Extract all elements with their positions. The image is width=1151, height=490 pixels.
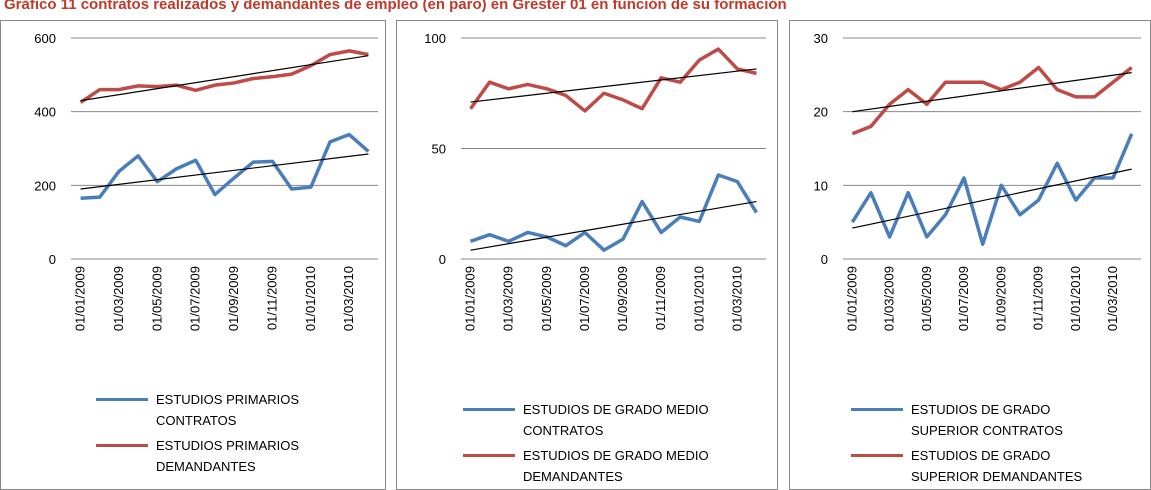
series-line [80, 132, 370, 200]
y-tick-label: 10 [814, 178, 828, 193]
legend-entry: ESTUDIOS PRIMARIOS CONTRATOS [96, 389, 326, 431]
legend-swatch [851, 454, 903, 457]
chart-panel: 0 50 100 01/01/2009 01/03/2009 01/05/2009 01/0… [396, 20, 778, 490]
page-title: Gráfico 11 contratos realizados y demand… [4, 0, 787, 13]
legend-label: ESTUDIOS PRIMARIOS DEMANDANTES [156, 438, 300, 474]
trend-line [470, 68, 757, 103]
x-tick-label: 01/01/2010 [303, 266, 318, 331]
x-tick-label: 01/09/2009 [615, 266, 630, 331]
x-tick-label: 01/07/2009 [577, 266, 592, 331]
legend-entry: ESTUDIOS PRIMARIOS DEMANDANTES [96, 435, 326, 477]
y-tick-label: 0 [439, 252, 446, 267]
trend-line [852, 72, 1132, 113]
x-tick-label: 01/11/2009 [653, 266, 668, 330]
series-line [79, 49, 369, 104]
legend-label: ESTUDIOS DE GRADO SUPERIOR CONTRATOS [911, 402, 1063, 438]
x-tick-label: 01/01/2010 [691, 266, 706, 331]
x-tick-label: 01/03/2010 [729, 266, 744, 331]
series-line [850, 133, 1134, 247]
legend-entry: ESTUDIOS DE GRADO SUPERIOR DEMANDANTES [851, 445, 1101, 487]
y-tick-label: 200 [34, 178, 56, 193]
y-tick-label: 30 [814, 31, 828, 46]
legend-label: ESTUDIOS DE GRADO MEDIO CONTRATOS [523, 402, 709, 438]
x-tick-label: 01/05/2009 [539, 266, 554, 331]
x-tick-label: 01/11/2009 [1031, 266, 1046, 330]
chart: 0 10 20 30 01/01/2009 01/03/2009 01/05/2009 01/… [814, 31, 1141, 331]
legend-entry: ESTUDIOS DE GRADO MEDIO CONTRATOS [463, 399, 758, 441]
x-tick-label: 01/03/2009 [882, 266, 897, 331]
y-tick-label: 100 [424, 31, 446, 46]
y-tick-label: 0 [49, 252, 56, 267]
legend-swatch [96, 444, 148, 447]
legend-label: ESTUDIOS DE GRADO MEDIO DEMANDANTES [523, 448, 709, 484]
x-tick-label: 01/01/2009 [463, 266, 478, 331]
trend-line [852, 168, 1132, 229]
x-tick-label: 01/03/2009 [501, 266, 516, 331]
y-tick-label: 400 [34, 105, 56, 120]
trend-line [470, 200, 757, 251]
x-tick-label: 01/03/2010 [1105, 266, 1120, 331]
y-tick-label: 600 [34, 31, 56, 46]
legend-swatch [463, 454, 515, 457]
x-tick-label: 01/11/2009 [264, 266, 279, 330]
y-tick-label: 50 [432, 142, 446, 157]
x-tick-label: 01/03/2010 [341, 266, 356, 331]
y-tick-label: 0 [821, 252, 828, 267]
series-line [851, 65, 1133, 136]
x-tick-label: 01/01/2010 [1068, 266, 1083, 331]
trend-line [80, 55, 369, 102]
legend-swatch [851, 408, 903, 411]
legend-entry: ESTUDIOS DE GRADO SUPERIOR CONTRATOS [851, 399, 1101, 441]
x-tick-label: 01/01/2009 [73, 266, 88, 331]
x-tick-label: 01/03/2009 [111, 266, 126, 331]
x-tick-label: 01/07/2009 [956, 266, 971, 331]
trend-line [80, 153, 369, 190]
series-line [469, 173, 758, 252]
legend-entry: ESTUDIOS DE GRADO MEDIO DEMANDANTES [463, 445, 758, 487]
legend-swatch [96, 398, 148, 401]
y-tick-label: 20 [814, 105, 828, 120]
legend-swatch [463, 408, 515, 411]
x-tick-label: 01/05/2009 [149, 266, 164, 331]
chart-panel: 0 10 20 30 01/01/2009 01/03/2009 01/05/2009 01/… [789, 20, 1151, 490]
x-tick-label: 01/09/2009 [226, 266, 241, 331]
x-tick-label: 01/05/2009 [919, 266, 934, 331]
legend-label: ESTUDIOS PRIMARIOS CONTRATOS [156, 392, 300, 428]
chart: 0 50 100 01/01/2009 01/03/2009 01/05/2009 01/0… [424, 31, 766, 331]
chart-panel: 0 200 400 600 01/01/2009 01/03/2009 01/05/2009… [0, 20, 386, 490]
legend-label: ESTUDIOS DE GRADO SUPERIOR DEMANDANTES [911, 448, 1083, 484]
chart: 0 200 400 600 01/01/2009 01/03/2009 01/05/2009… [34, 31, 378, 331]
x-tick-label: 01/09/2009 [993, 266, 1008, 331]
x-tick-label: 01/07/2009 [188, 266, 203, 331]
x-tick-label: 01/01/2009 [844, 266, 859, 331]
series-line [469, 47, 757, 113]
